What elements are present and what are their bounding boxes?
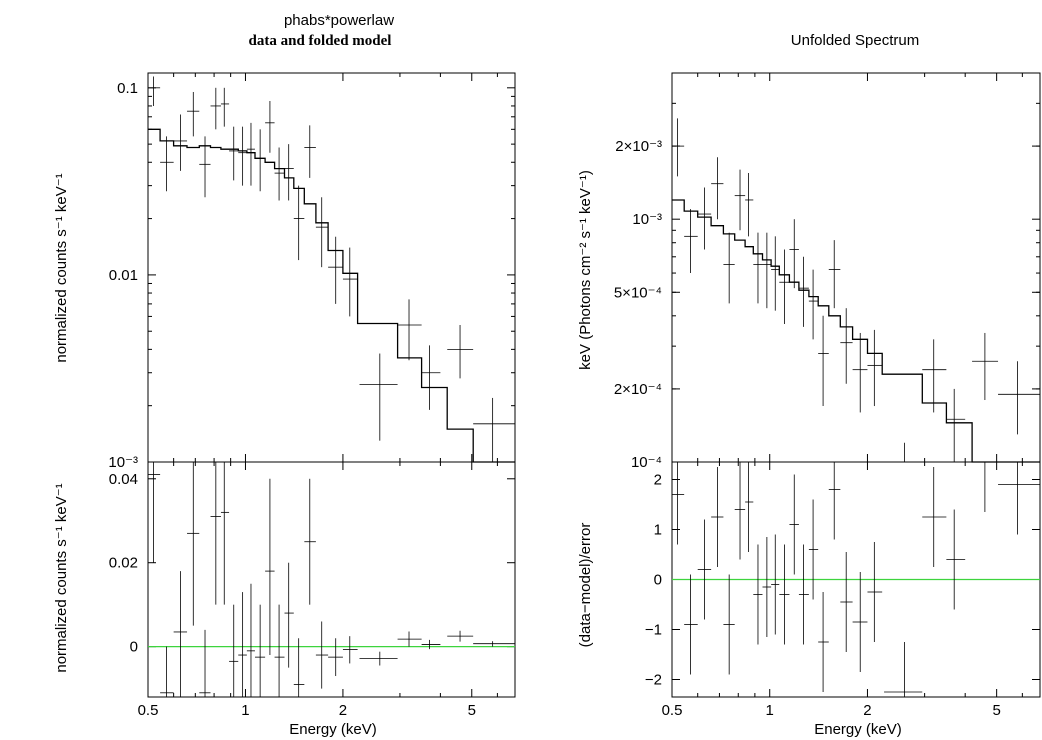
- right-bottom-y-tick-label: −1: [645, 622, 662, 639]
- right-bottom-panel: 2 1 0 −1 −20.5 1 2 5: [645, 461, 1041, 719]
- right-bottom-y-tick-label: 0: [654, 572, 662, 589]
- right-top-ylabel: keV (Photons cm⁻² s⁻¹ keV⁻¹): [577, 170, 594, 370]
- left-top-panel: 0.1 0.01 10⁻³: [108, 72, 516, 471]
- left-top-ylabel: normalized counts s⁻¹ keV⁻¹: [53, 173, 70, 362]
- right-title: Unfolded Spectrum: [791, 32, 919, 49]
- left-subtitle: data and folded model: [249, 33, 392, 49]
- left-bottom-x-tick-label: 0.5: [138, 702, 159, 719]
- left-bottom-frame: [147, 461, 516, 698]
- right-bottom-x-tick-label: 1: [766, 702, 774, 719]
- right-top-y-tick-label: 2×10⁻³: [615, 138, 662, 155]
- right-bottom-x-tick-label: 5: [992, 702, 1000, 719]
- right-bottom-x-tick-label: 2: [863, 702, 871, 719]
- left-bottom-x-tick-label: 2: [339, 702, 347, 719]
- left-bottom-panel: 0.04 0.02 0 0.5 1 2 5: [109, 461, 516, 719]
- left-bottom-y-tick-label: 0.02: [109, 555, 138, 572]
- left-top-y-tick-label: 0.1: [117, 80, 138, 97]
- left-bottom-y-tick-label: 0.04: [109, 471, 138, 488]
- left-bottom-y-tick-label: 0: [130, 639, 138, 656]
- right-bottom-y-tick-label: 1: [654, 522, 662, 539]
- right-top-panel: 2×10⁻³ 10⁻³ 5×10⁻⁴ 2×10⁻⁴ 10⁻⁴: [614, 72, 1041, 471]
- left-title: phabs*powerlaw: [284, 12, 394, 29]
- right-top-y-tick-label: 10⁻³: [632, 211, 662, 228]
- left-bottom-x-tick-label: 5: [468, 702, 476, 719]
- left-xlabel: Energy (keV): [289, 721, 377, 738]
- right-top-y-tick-label: 10⁻⁴: [631, 454, 662, 471]
- right-xlabel: Energy (keV): [814, 721, 902, 738]
- left-bottom-ylabel: normalized counts s⁻¹ keV⁻¹: [53, 483, 70, 672]
- right-top-frame: [671, 72, 1041, 463]
- left-top-y-tick-label: 10⁻³: [108, 454, 138, 471]
- right-bottom-y-tick-label: 2: [654, 472, 662, 489]
- left-bottom-x-tick-label: 1: [241, 702, 249, 719]
- right-bottom-ylabel: (data−model)/error: [577, 523, 594, 648]
- right-bottom-x-tick-label: 0.5: [662, 702, 683, 719]
- right-top-y-tick-label: 5×10⁻⁴: [614, 284, 662, 301]
- right-bottom-y-tick-label: −2: [645, 672, 662, 689]
- right-top-y-tick-label: 2×10⁻⁴: [614, 381, 662, 398]
- right-top-model-step: [672, 199, 1040, 463]
- left-top-model-step: [148, 128, 515, 463]
- left-top-y-tick-label: 0.01: [109, 267, 138, 284]
